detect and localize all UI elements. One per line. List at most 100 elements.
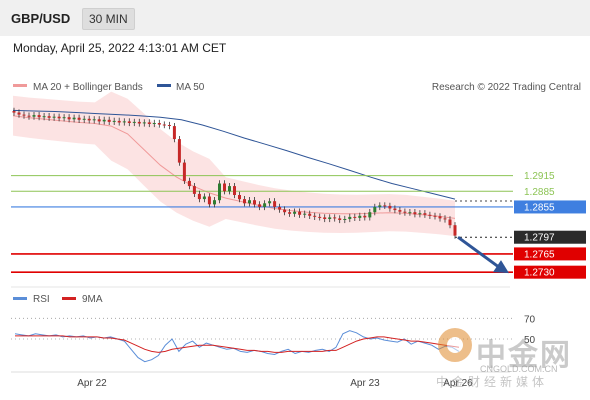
candle-body — [238, 195, 241, 200]
candle-body — [428, 214, 432, 216]
candle-body — [132, 121, 136, 123]
candle-body — [122, 121, 126, 123]
candle-body — [343, 219, 347, 220]
watermark-url: CNGOLD.COM.CN — [480, 364, 558, 374]
candle-body — [12, 111, 16, 113]
candle-body — [213, 200, 216, 205]
candle-body — [87, 118, 91, 121]
ma20-line — [12, 115, 456, 219]
candlesticks — [12, 107, 457, 239]
candle-body — [388, 205, 392, 209]
x-tick-label: Apr 26 — [443, 378, 473, 389]
candle-body — [107, 119, 111, 122]
candle-body — [207, 196, 211, 205]
candle-body — [368, 212, 372, 218]
header-bar: GBP/USD 30 MIN — [0, 0, 590, 36]
candle-body — [358, 215, 362, 218]
price-levels: 1.2915 1.2885 1.2855 1.2797 1.2765 1.2730 — [11, 171, 586, 279]
candle-body — [182, 162, 186, 181]
candle-body — [318, 216, 322, 218]
candle-body — [298, 211, 302, 215]
level-label-box — [514, 247, 586, 261]
timeframe-button[interactable]: 30 MIN — [82, 8, 135, 30]
legend-9ma-label: 9MA — [82, 294, 103, 305]
rsi-y-tick: 70 — [524, 314, 536, 325]
candle-body — [258, 204, 262, 207]
candle-body — [152, 123, 156, 124]
candle-body — [233, 186, 236, 195]
rsi-y-tick: 50 — [524, 335, 536, 346]
candle-body — [187, 180, 191, 187]
legend-swatch-rsi — [13, 297, 27, 300]
candle-body — [403, 211, 407, 213]
ma50-line — [12, 109, 456, 200]
candle-body — [102, 119, 106, 122]
candle-body — [418, 213, 422, 215]
forecast-arrow-shaft — [457, 236, 500, 269]
level-label: 1.2730 — [524, 268, 555, 279]
legend-swatch-9ma — [62, 297, 76, 300]
candle-body — [62, 117, 66, 119]
candle-body — [283, 209, 287, 213]
credit-text: Research © 2022 Trading Central — [432, 82, 581, 93]
legend-swatch-ma20 — [13, 84, 27, 87]
candle-body — [218, 183, 221, 201]
candle-body — [413, 212, 417, 215]
candle-body — [72, 117, 76, 120]
moving-averages — [12, 109, 456, 219]
x-tick-label: Apr 22 — [77, 378, 107, 389]
level-label: 1.2855 — [524, 202, 555, 213]
rsi-ma9-line — [15, 335, 460, 353]
candle-body — [338, 218, 342, 220]
candle-body — [273, 201, 277, 207]
candle-body — [228, 186, 231, 192]
currency-pair-title: GBP/USD — [11, 11, 71, 26]
candle-body — [92, 119, 96, 121]
candle-body — [408, 212, 412, 214]
candle-body — [328, 217, 332, 219]
candle-body — [363, 215, 367, 218]
rsi-line — [14, 330, 460, 363]
candle-body — [202, 196, 206, 200]
candle-body — [192, 186, 196, 194]
candle-body — [17, 112, 21, 115]
candle-body — [433, 215, 437, 217]
candle-body — [293, 211, 297, 214]
forecast-arrow-head — [493, 260, 509, 274]
candle-body — [177, 139, 181, 163]
level-label: 1.2885 — [524, 187, 555, 198]
candle-body — [438, 216, 442, 219]
candle-body — [142, 122, 146, 124]
candle-body — [313, 215, 317, 217]
candle-body — [333, 217, 337, 219]
candle-body — [278, 207, 282, 210]
candle-body — [127, 121, 131, 123]
candle-body — [52, 116, 56, 118]
candle-body — [443, 218, 447, 220]
watermark-subtitle: 中金财经新媒体 — [436, 375, 549, 389]
candle-body — [448, 219, 452, 226]
forecast-arrow — [457, 236, 509, 274]
level-label: 1.2915 — [524, 171, 555, 182]
candle-body — [383, 205, 387, 207]
legend-rsi-label: RSI — [33, 294, 50, 305]
candle-body — [97, 119, 101, 122]
candle-body — [288, 212, 292, 214]
candle-body — [268, 201, 272, 204]
candle-body — [393, 208, 397, 211]
level-label-box — [514, 200, 586, 214]
candle-body — [308, 213, 312, 216]
candle-body — [263, 203, 267, 207]
candle-body — [157, 123, 161, 125]
chart-datetime: Monday, April 25, 2022 4:13:01 AM CET — [13, 41, 227, 55]
level-label-box — [514, 265, 586, 279]
candle-body — [223, 183, 226, 192]
rsi-panel: 70 50 — [11, 314, 536, 363]
candle-body — [353, 216, 357, 218]
x-tick-label: Apr 23 — [350, 378, 380, 389]
candle-body — [162, 124, 166, 126]
legend-ma50-label: MA 50 — [176, 82, 205, 93]
candle-body — [453, 225, 457, 236]
candle-body — [348, 216, 352, 219]
